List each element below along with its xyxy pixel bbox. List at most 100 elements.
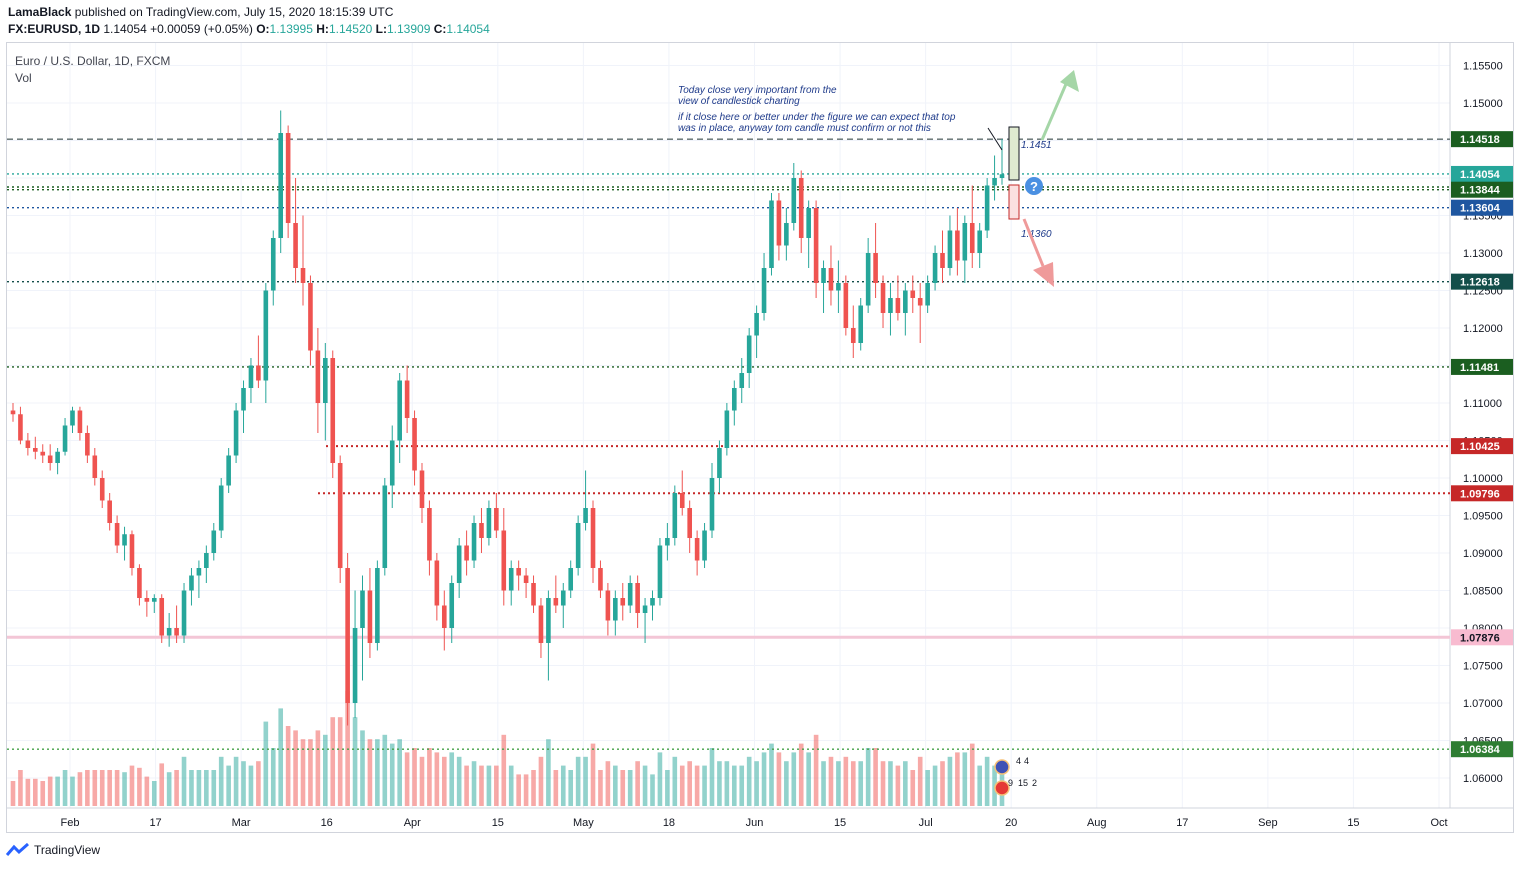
volume-bar <box>724 761 730 806</box>
candle-body <box>620 598 626 606</box>
volume-bar <box>494 765 499 806</box>
candle-body <box>672 493 678 538</box>
price-badge <box>1451 165 1513 182</box>
volume-bar <box>754 761 759 806</box>
candle-body <box>233 410 239 456</box>
candle-body <box>605 590 611 621</box>
time-tick-label: 17 <box>1176 817 1188 829</box>
candle-body <box>241 388 246 411</box>
candle-body <box>650 598 655 606</box>
volume-bar <box>412 748 417 806</box>
volume-bar <box>300 739 306 806</box>
volume-bar <box>784 761 789 806</box>
candle-body <box>843 283 849 328</box>
candle-body <box>62 425 68 452</box>
volume-bar <box>360 730 365 806</box>
candle-body <box>419 470 425 508</box>
volume-bar <box>256 761 261 806</box>
candle-body <box>992 178 997 186</box>
price-tick-label: 1.15500 <box>1463 61 1503 73</box>
candle-body <box>204 553 209 568</box>
volume-bar <box>382 734 388 806</box>
footer-brand[interactable]: TradingView <box>6 843 100 857</box>
volume-bar <box>702 765 707 806</box>
note-2-line-1: if it close here or better under the fig… <box>678 112 956 123</box>
candle-body <box>761 268 767 313</box>
volume-bar <box>278 708 284 806</box>
candle-body <box>873 253 878 283</box>
publish-text: published on TradingView.com, July 15, 2… <box>74 5 394 19</box>
volume-bar <box>746 756 752 806</box>
candle-body <box>560 590 566 606</box>
volume-bar <box>627 770 633 806</box>
time-tick-label: Apr <box>404 817 421 829</box>
candle-body <box>196 568 202 576</box>
candle-body <box>798 178 804 238</box>
volume-bar <box>620 770 626 806</box>
candle-body <box>464 545 469 561</box>
time-tick-label: Mar <box>232 817 251 829</box>
volume-bar <box>531 770 536 806</box>
candle-body <box>724 410 730 448</box>
candle-body <box>538 605 544 643</box>
price-badge-label: 1.14054 <box>1460 169 1501 181</box>
candle-body <box>635 583 640 613</box>
candle-body <box>375 568 380 643</box>
candle-body <box>717 448 722 478</box>
low-label: L: <box>375 22 387 36</box>
candle-body <box>345 568 350 703</box>
close-label: C: <box>433 22 447 36</box>
candle-body <box>92 455 98 478</box>
candle-body <box>702 530 707 561</box>
candle-body <box>880 283 886 313</box>
volume-bar <box>263 721 269 806</box>
annotations: Today close very important from the view… <box>678 70 1079 796</box>
candle-body <box>308 283 313 351</box>
candle-body <box>501 530 507 591</box>
candle-body <box>40 451 46 456</box>
candle-body <box>166 628 172 636</box>
candle-body <box>456 545 462 583</box>
volume-bar <box>873 748 878 806</box>
volume-bar <box>843 756 849 806</box>
candle-body <box>159 598 165 636</box>
svg-text:4: 4 <box>1024 756 1029 766</box>
last-price: 1.14054 <box>103 22 147 36</box>
candle-body <box>107 500 112 523</box>
note-1-line-2: view of candlestick charting <box>678 96 800 107</box>
volume-bar <box>352 717 358 806</box>
candle-body <box>642 605 648 613</box>
volume-bar <box>657 752 663 806</box>
volume-bar <box>560 765 566 806</box>
candle-body <box>330 358 336 463</box>
candle-body <box>218 485 224 531</box>
candle-body <box>850 328 856 343</box>
candle-body <box>508 568 514 591</box>
volume-bar <box>434 752 440 806</box>
candle-body <box>836 283 841 291</box>
price-badge <box>1451 273 1513 290</box>
volume-bar <box>798 743 804 806</box>
candle-body <box>479 523 484 538</box>
time-tick-label: 15 <box>834 817 846 829</box>
volume-bar <box>389 743 395 806</box>
time-tick-label: Feb <box>61 817 80 829</box>
volume-bar <box>761 752 767 806</box>
price-badge <box>1451 181 1513 198</box>
candle-body <box>129 534 135 568</box>
time-tick-label: Sep <box>1258 817 1278 829</box>
candle-body <box>932 253 938 283</box>
candle-body <box>865 253 871 306</box>
candle-body <box>657 545 663 598</box>
volume-bar <box>590 743 596 806</box>
volume-bar <box>248 765 254 806</box>
candle-body <box>754 313 759 336</box>
price-tick-label: 1.13000 <box>1463 248 1503 260</box>
volume-bar <box>821 761 826 806</box>
volume-bar <box>791 752 797 806</box>
candle-body <box>99 478 105 501</box>
volume-bar <box>337 717 343 806</box>
price-badge-label: 1.13604 <box>1460 203 1501 215</box>
publisher-name[interactable]: LamaBlack <box>8 5 72 19</box>
